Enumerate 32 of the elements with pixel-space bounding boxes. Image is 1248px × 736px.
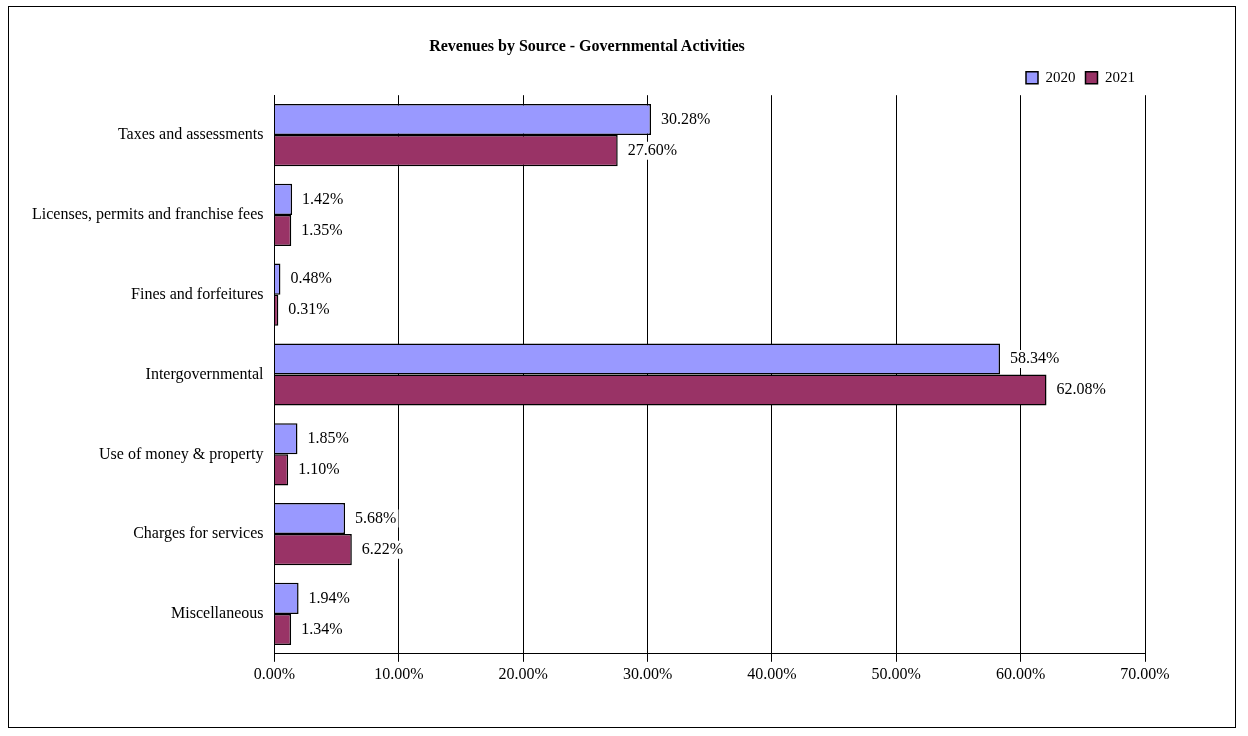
data-label: 1.42% [302, 189, 344, 207]
y-tick-label: Miscellaneous [171, 604, 264, 622]
legend-label: 2021 [1105, 68, 1135, 85]
data-label: 6.22% [361, 539, 404, 557]
data-label: 62.08% [1056, 380, 1106, 398]
x-tick-label: 70.00% [1120, 664, 1170, 682]
x-tick-label: 40.00% [747, 664, 797, 682]
x-tick-label: 60.00% [995, 664, 1046, 682]
data-label: 27.60% [627, 140, 678, 158]
x-tick-label: 50.00% [871, 664, 921, 682]
y-tick-label: Licenses, permits and franchise fees [31, 205, 264, 224]
data-label: 0.48% [290, 269, 332, 287]
y-tick-label: Use of money & property [99, 444, 264, 463]
data-label: 30.28% [661, 109, 711, 127]
data-label: 0.31% [288, 300, 330, 318]
legend-label: 2020 [1045, 68, 1076, 85]
data-label: 1.10% [298, 460, 340, 478]
y-tick-label: Taxes and assessments [117, 125, 264, 143]
x-tick-label: 0.00% [253, 664, 296, 682]
x-tick-label: 20.00% [498, 664, 548, 682]
x-tick-label: 10.00% [374, 664, 424, 682]
y-tick-label: Intergovernmental [145, 364, 265, 383]
data-label: 1.94% [308, 588, 350, 606]
x-tick-label: 30.00% [622, 664, 673, 682]
data-label: 5.68% [355, 508, 397, 526]
y-tick-label: Fines and forfeitures [131, 284, 264, 302]
data-label: 1.35% [301, 220, 343, 238]
data-label: 58.34% [1009, 349, 1060, 367]
y-tick-label: Charges for services [133, 524, 264, 543]
data-label: 1.85% [307, 428, 349, 446]
chart-title: Revenues by Source - Governmental Activities [429, 36, 745, 55]
data-label: 1.34% [301, 619, 343, 637]
